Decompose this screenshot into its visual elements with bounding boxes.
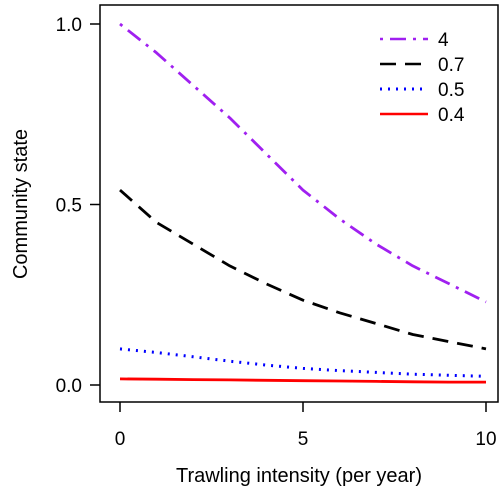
x-axis: 0 5 10: [115, 402, 497, 450]
y-tick-label: 0.5: [56, 196, 82, 217]
legend-label-3: 0.5: [438, 80, 464, 101]
series-line-4: [119, 377, 486, 384]
y-axis: 0.0 0.5 1.0: [56, 15, 100, 397]
y-tick-label: 1.0: [56, 15, 82, 36]
legend: 4 0.7 0.5 0.4: [380, 30, 465, 126]
x-axis-label: Trawling intensity (per year): [176, 465, 422, 487]
plot-frame: [99, 4, 499, 403]
series-line-2: [119, 189, 487, 351]
series-line-3: [119, 347, 487, 378]
x-tick-label: 0: [115, 429, 126, 450]
y-tick-label: 0.0: [56, 376, 82, 397]
series-layer: [119, 22, 487, 384]
series-line-1: [119, 22, 487, 304]
legend-label-1: 4: [438, 30, 449, 51]
x-tick-label: 10: [475, 429, 496, 450]
legend-label-4: 0.4: [438, 105, 465, 126]
y-axis-label: Community state: [10, 129, 32, 279]
legend-label-2: 0.7: [438, 55, 464, 76]
x-tick-label: 5: [298, 429, 309, 450]
